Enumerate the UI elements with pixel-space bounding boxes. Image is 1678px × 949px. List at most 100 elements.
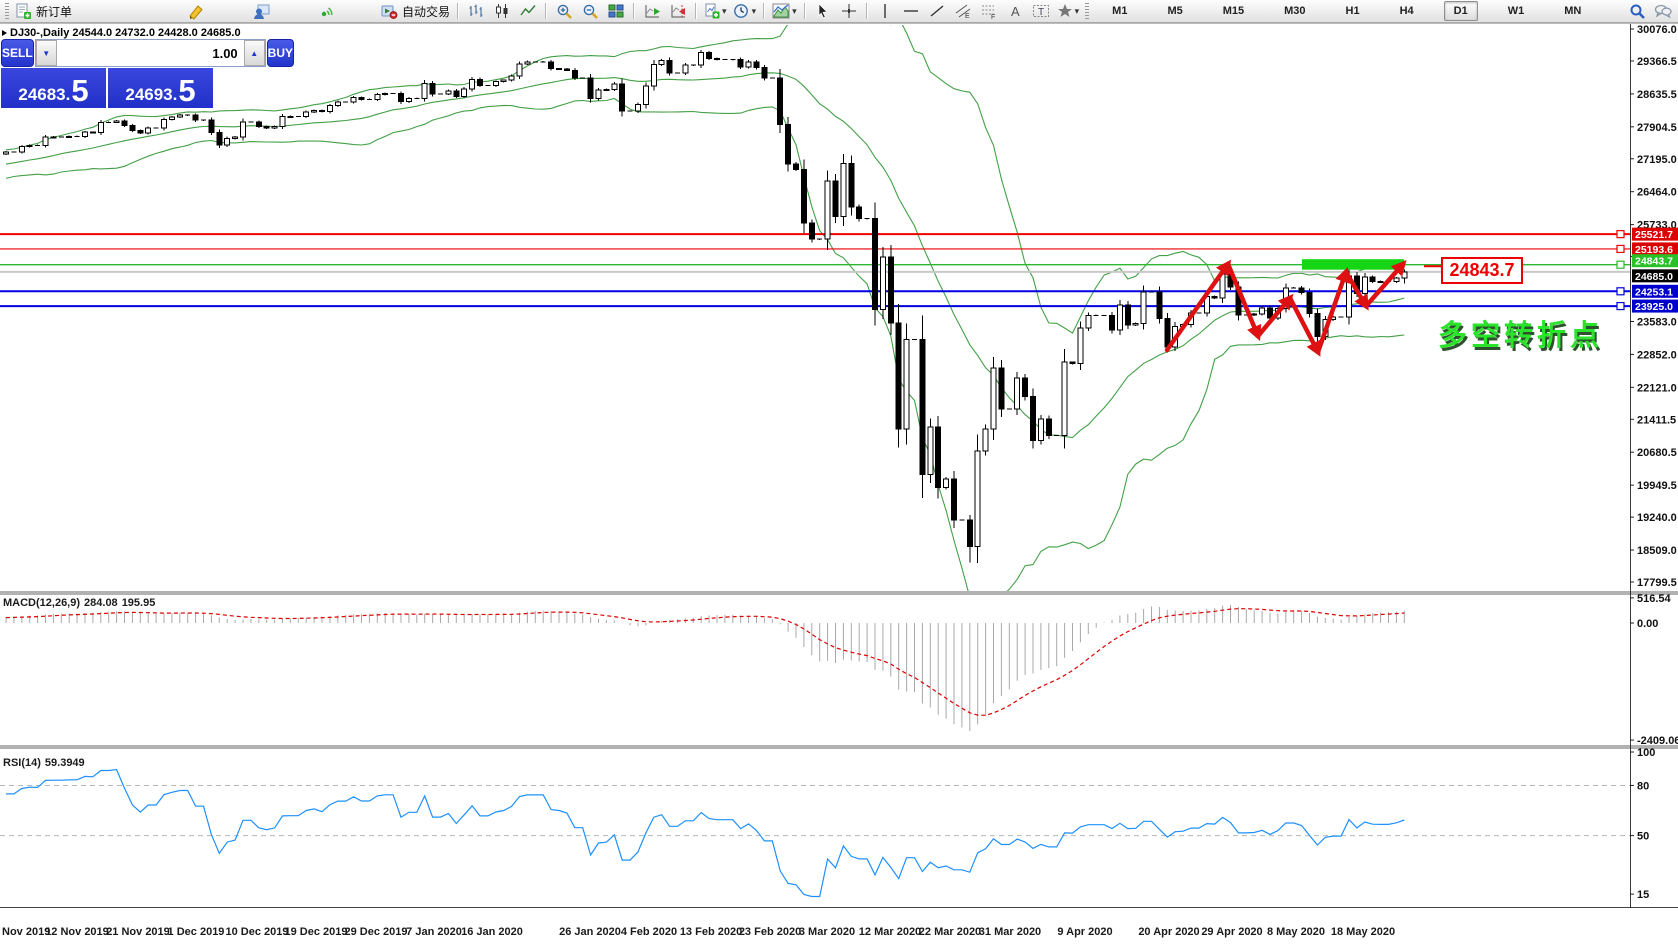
svg-text:F: F [991, 14, 995, 19]
svg-text:-2409.06: -2409.06 [1637, 735, 1678, 747]
crosshair-button[interactable] [837, 1, 861, 21]
equidistant-channel-button[interactable]: E [951, 1, 975, 21]
timeframe-button-mn[interactable]: MN [1554, 1, 1591, 21]
horizontal-line-objects[interactable] [0, 230, 1630, 311]
chart-template-button[interactable]: ▾ [770, 1, 799, 21]
new-order-icon [16, 3, 31, 19]
svg-text:0.00: 0.00 [1637, 618, 1658, 630]
svg-text:18 May 2020: 18 May 2020 [1331, 926, 1395, 938]
new-order-button[interactable]: 新订单 [13, 1, 74, 21]
svg-text:516.54: 516.54 [1637, 593, 1672, 605]
svg-text:19 Dec 2019: 19 Dec 2019 [285, 926, 348, 938]
macd-value-main: 284.08 [84, 597, 118, 609]
svg-text:4 Feb 2020: 4 Feb 2020 [621, 926, 677, 938]
line-chart-icon [520, 5, 536, 16]
timeframe-button-m1[interactable]: M1 [1102, 1, 1137, 21]
zoom-in-button[interactable] [552, 1, 576, 21]
new-chart-button[interactable]: ▾ [702, 1, 729, 21]
chat-button[interactable] [1651, 1, 1675, 21]
svg-text:12 Nov 2019: 12 Nov 2019 [45, 926, 109, 938]
svg-text:22 Mar 2020: 22 Mar 2020 [919, 926, 981, 938]
macd-name: MACD(12,26,9) [3, 597, 81, 609]
svg-text:T: T [1038, 7, 1044, 18]
vertical-line-button[interactable] [873, 1, 897, 21]
timeframe-button-h4[interactable]: H4 [1390, 1, 1424, 21]
svg-text:21 Nov 2019: 21 Nov 2019 [106, 926, 170, 938]
toolbar-separator [633, 3, 636, 19]
search-button[interactable] [1625, 1, 1649, 21]
bull-bear-turning-point-note[interactable]: 多空转折点 [1438, 320, 1604, 352]
resistance-price-callout[interactable]: 24843.7 [1441, 257, 1523, 284]
metaeditor-button[interactable] [184, 1, 208, 21]
chart-shift-button[interactable] [666, 1, 690, 21]
zoom-in-icon [557, 4, 572, 19]
toolbar-grip[interactable] [1085, 3, 1090, 19]
sell-price-main: 24683 [18, 85, 66, 104]
autotrading-button[interactable]: 自动交易 [379, 1, 452, 21]
line-chart-button[interactable] [516, 1, 540, 21]
svg-text:29366.5: 29366.5 [1637, 56, 1677, 68]
svg-text:24685.0: 24685.0 [1635, 271, 1673, 283]
arrows-button[interactable]: ▾ [1055, 1, 1082, 21]
candlestick-chart-button[interactable] [490, 1, 514, 21]
signals-icon [321, 6, 333, 16]
bar-chart-button[interactable] [464, 1, 488, 21]
horizontal-line-button[interactable] [899, 1, 923, 21]
rsi-name: RSI(14) [3, 757, 41, 769]
timeframe-button-m15[interactable]: M15 [1213, 1, 1254, 21]
svg-text:24253.1: 24253.1 [1635, 286, 1673, 298]
arrows-icon [1057, 4, 1072, 17]
cursor-button[interactable] [811, 1, 835, 21]
buy-price-panel[interactable]: 24693. 5 [108, 68, 213, 108]
svg-text:100: 100 [1637, 747, 1655, 759]
timeframe-button-m30[interactable]: M30 [1274, 1, 1315, 21]
text-icon: A [1011, 4, 1020, 19]
auto-scroll-button[interactable] [640, 1, 664, 21]
tile-windows-button[interactable] [604, 1, 628, 21]
zigzag-arrow [1225, 261, 1262, 341]
svg-text:18509.0: 18509.0 [1637, 545, 1677, 557]
sell-price-panel[interactable]: 24683. 5 [1, 68, 106, 108]
volume-input[interactable] [56, 40, 244, 66]
dropdown-caret-icon: ▾ [722, 5, 727, 16]
zigzag-arrow [1363, 259, 1407, 309]
chart-annotations[interactable] [1164, 259, 1441, 357]
text-label-button[interactable]: T [1029, 1, 1053, 21]
trendline-icon [930, 5, 944, 17]
sell-button[interactable]: SELL [1, 39, 34, 67]
fibonacci-button[interactable]: F [977, 1, 1001, 21]
volume-decrease-button[interactable]: ▼ [35, 40, 57, 66]
toolbar-separator [803, 3, 806, 19]
volume-increase-button[interactable]: ▲ [243, 40, 265, 66]
text-button[interactable]: A [1003, 1, 1027, 21]
svg-text:27195.0: 27195.0 [1637, 154, 1677, 166]
macd-value-signal: 195.95 [121, 597, 156, 609]
trendline-button[interactable] [925, 1, 949, 21]
price-axis[interactable]: 30076.0 29366.5 28635.5 27904.5 27195.0 26464… [1630, 24, 1678, 589]
horizontal-line-icon [903, 10, 918, 12]
svg-text:31 Mar 2020: 31 Mar 2020 [979, 926, 1041, 938]
toolbar-grip[interactable] [5, 3, 9, 19]
svg-text:9 Apr 2020: 9 Apr 2020 [1057, 926, 1112, 938]
svg-text:16 Jan 2020: 16 Jan 2020 [461, 926, 523, 938]
timeframe-button-m5[interactable]: M5 [1157, 1, 1192, 21]
signals-button[interactable] [314, 1, 338, 21]
svg-text:25521.7: 25521.7 [1635, 229, 1673, 241]
dropdown-caret-icon: ▾ [792, 5, 797, 16]
periods-button[interactable]: ▾ [731, 1, 759, 21]
svg-text:20680.5: 20680.5 [1637, 447, 1677, 459]
timeframe-button-h1[interactable]: H1 [1336, 1, 1370, 21]
buy-button[interactable]: BUY [266, 39, 295, 67]
one-click-trading-widget: SELL ▼ ▲ BUY 24683.5 24693.5 [1, 39, 295, 108]
zoom-out-button[interactable] [578, 1, 602, 21]
timeframe-button-w1[interactable]: W1 [1498, 1, 1535, 21]
chart-template-icon [772, 3, 790, 19]
navigator-button[interactable] [249, 1, 273, 21]
svg-text:12 Mar 2020: 12 Mar 2020 [859, 926, 921, 938]
timeframe-button-d1[interactable]: D1 [1443, 1, 1478, 21]
svg-text:26464.0: 26464.0 [1637, 187, 1677, 199]
resistance-zone-rect [1302, 259, 1404, 270]
